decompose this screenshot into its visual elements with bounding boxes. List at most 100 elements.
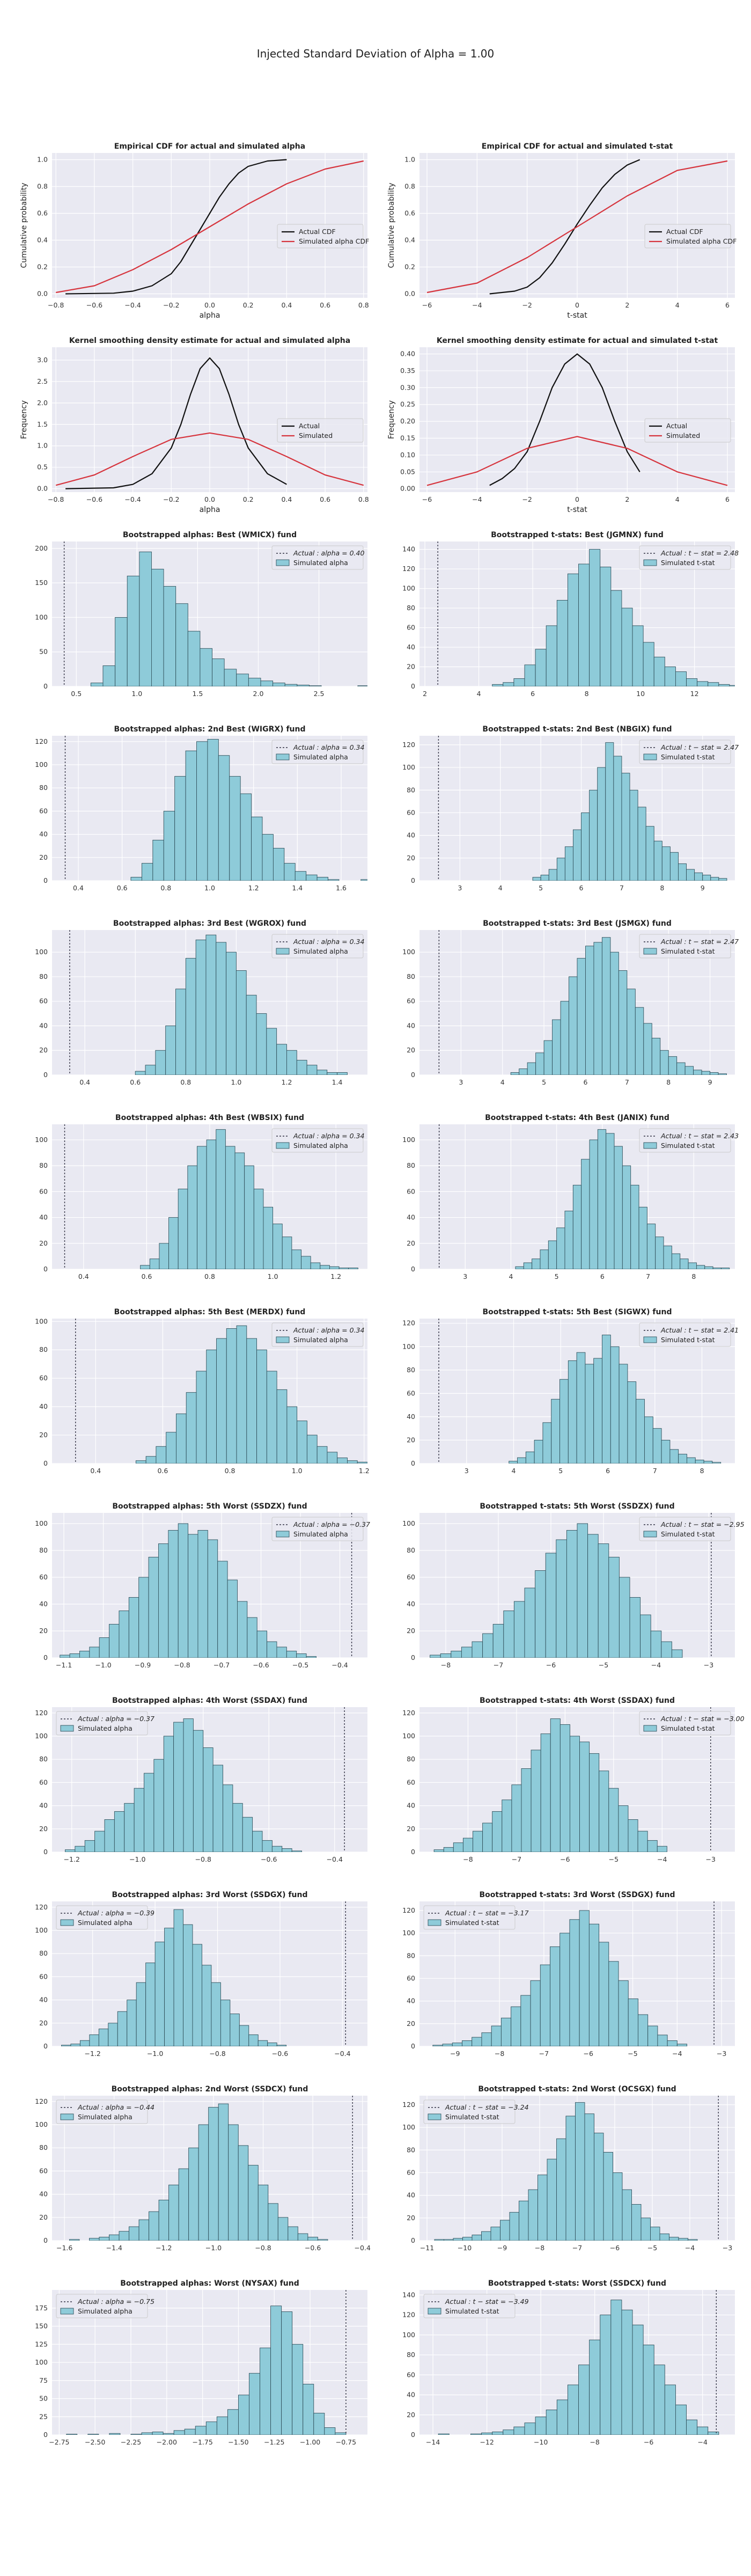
histogram-bar <box>276 2045 287 2046</box>
histogram-bar <box>531 1750 541 1852</box>
legend-swatch <box>276 1142 290 1149</box>
histogram-bar <box>632 625 644 686</box>
plot-marks <box>64 736 367 881</box>
histogram-bar <box>538 2175 548 2241</box>
histogram-bar <box>511 2006 521 2046</box>
histogram-bar <box>168 1530 179 1658</box>
legend-label: Simulated alpha <box>78 1724 132 1732</box>
histogram-bar <box>655 1236 664 1269</box>
x-tick-label: −6 <box>422 495 432 503</box>
histogram-bar <box>629 789 638 881</box>
x-tick-label: 0.6 <box>130 1078 141 1086</box>
histogram-bar <box>613 756 622 881</box>
y-tick-label: 40 <box>39 830 48 838</box>
x-tick-label: 6 <box>583 1078 587 1086</box>
histogram-bar <box>511 1784 522 1852</box>
y-tick-label: 150 <box>35 2322 48 2330</box>
x-tick-label: −2.75 <box>49 2438 69 2446</box>
chart-title: Bootstrapped t-stats: Worst (SSDCX) fund <box>488 2279 666 2288</box>
histogram-bar <box>166 1432 176 1463</box>
x-tick-label: −2 <box>522 301 532 309</box>
x-tick-label: 6 <box>725 495 730 503</box>
chart-panel: −8 −7 −6 −5 −4 −3 0 20 40 60 80 100 Bootstrapped t-s… <box>381 1502 744 1687</box>
histogram-bar <box>134 1788 144 1852</box>
histogram-bar <box>256 1013 267 1075</box>
histogram-bar <box>676 2044 688 2046</box>
chart-svg: −2.75 −2.50 −2.25 −2.00 −1.75 −1.50 −1.25 −1.00… <box>35 2279 367 2446</box>
y-tick-label: 60 <box>39 807 48 815</box>
chart-title: Kernel smoothing density estimate for ac… <box>437 336 718 345</box>
x-tick-label: 6 <box>725 301 730 309</box>
x-tick-label: −6 <box>422 301 432 309</box>
histogram-bar <box>206 1139 217 1269</box>
histogram-bar <box>637 1831 648 1852</box>
histogram-bar <box>532 1258 541 1269</box>
y-tick-label: 0 <box>43 2042 48 2050</box>
y-tick-label: 80 <box>407 1366 415 1374</box>
legend-swatch <box>643 1142 657 1149</box>
x-tick-label: −4 <box>697 2438 707 2446</box>
histogram-bar <box>141 2432 153 2435</box>
x-tick-label: −6 <box>610 2244 620 2252</box>
y-tick-label: 100 <box>35 760 48 769</box>
chart-panel: 0.5 1.0 1.5 2.0 2.5 0 50 100 150 200 Bootstrapped … <box>13 531 373 716</box>
histogram-bar <box>239 2025 249 2046</box>
legend-swatch <box>60 1919 74 1926</box>
x-tick-label: −0.6 <box>305 2244 321 2252</box>
y-tick-label: 0.4 <box>404 236 415 244</box>
histogram-bar <box>273 683 285 686</box>
histogram-bar <box>99 2237 109 2241</box>
chart-panel: −11 −10 −9 −8 −7 −6 −5 −4 −3 0 20 40 60 80 100 120 Boots… <box>381 2085 740 2270</box>
histogram-bar <box>517 1457 526 1463</box>
histogram-bar <box>678 2238 688 2241</box>
x-tick-label: −5 <box>599 1661 608 1669</box>
histogram-bar <box>540 1964 550 2046</box>
chart-title: Bootstrapped alphas: 4th Worst (SSDAX) f… <box>112 1696 307 1705</box>
y-tick-label: 140 <box>402 2290 415 2299</box>
histogram-bar <box>550 1946 561 2046</box>
histogram-bar <box>669 852 679 881</box>
x-tick-label: 0.6 <box>141 1272 152 1280</box>
y-tick-label: 0.25 <box>400 400 415 408</box>
x-tick-label: −0.7 <box>213 1661 230 1669</box>
x-tick-label: 5 <box>542 1078 546 1086</box>
chart-panel: 0.4 0.6 0.8 1.0 1.2 1.4 1.6 0 20 40 60 80 100 120 Boot… <box>13 725 373 910</box>
histogram-bar <box>183 1718 194 1852</box>
y-tick-label: 40 <box>407 1802 415 1810</box>
y-tick-label: 100 <box>402 1342 415 1350</box>
chart-panel: 3 4 5 6 7 8 9 0 20 40 60 80 100 Bootstrapped t-stats:… <box>381 919 740 1104</box>
y-tick-label: 60 <box>407 808 415 816</box>
histogram-bar <box>216 1129 226 1269</box>
plot-marks <box>426 353 728 486</box>
histogram-bar <box>94 1831 105 1852</box>
x-tick-label: −4 <box>672 2050 682 2058</box>
chart-panel: 0.4 0.6 0.8 1.0 1.2 0 20 40 60 80 100 Bootstrapped … <box>13 1308 373 1493</box>
histogram-bar <box>114 1811 125 1852</box>
histogram-bar <box>187 631 201 686</box>
y-tick-label: 40 <box>39 2190 48 2198</box>
histogram-bar <box>686 2419 698 2435</box>
legend-label: Simulated <box>666 431 700 440</box>
histogram-bar <box>127 575 140 686</box>
x-tick-label: −9 <box>450 2050 460 2058</box>
histogram-bar <box>294 871 307 881</box>
histogram-bar <box>119 1611 129 1658</box>
x-tick-label: 0.6 <box>157 1467 168 1475</box>
histogram-bar <box>273 848 285 881</box>
histogram-bar <box>124 1803 135 1852</box>
histogram-bar <box>286 1651 297 1658</box>
x-tick-label: −8 <box>590 2438 599 2446</box>
histogram-bar <box>276 1044 287 1075</box>
histogram-bar <box>151 568 164 686</box>
plot-marks <box>438 930 727 1075</box>
histogram-bar <box>145 1963 156 2046</box>
histogram-bar <box>482 1633 494 1658</box>
y-tick-label: 120 <box>35 1709 48 1717</box>
x-tick-label: −4 <box>685 2244 695 2252</box>
histogram-bar <box>248 2165 259 2241</box>
histogram-bar <box>608 1557 620 1658</box>
y-tick-label: 20 <box>407 1436 415 1444</box>
legend-label: Actual : t − stat = 2.47 <box>660 743 739 751</box>
